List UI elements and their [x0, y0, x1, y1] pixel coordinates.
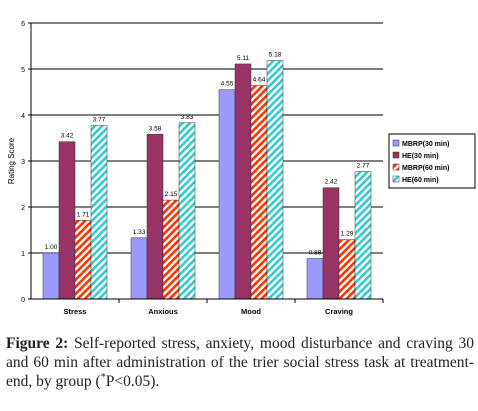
bar — [338, 239, 356, 300]
caption-text: Self-reported stress, anxiety, mood dist… — [6, 335, 474, 390]
bar — [90, 125, 108, 300]
y-tick-label: 5 — [21, 67, 25, 74]
y-tick-label: 1 — [21, 251, 25, 258]
bar-chart: 1.00 3.42 1.71 3.77 1.33 3.58 2.15 3.83 4.55 5.11… — [7, 21, 476, 316]
y-axis-label: Rating Score — [7, 137, 16, 184]
data-label: 2.42 — [325, 179, 338, 186]
y-tick-label: 6 — [21, 21, 25, 28]
data-label: 1.71 — [77, 211, 90, 218]
x-tick-label: Craving — [325, 307, 353, 316]
data-label: 4.64 — [253, 77, 266, 84]
data-label: 2.15 — [165, 191, 178, 198]
legend-swatch — [392, 163, 400, 171]
bar — [178, 122, 196, 300]
data-label: 0.88 — [309, 250, 322, 257]
data-label: 1.00 — [45, 244, 58, 251]
data-label: 3.77 — [93, 117, 106, 124]
bar — [162, 199, 180, 300]
caption-label: Figure 2: — [6, 335, 69, 352]
y-tick-label: 3 — [21, 159, 25, 166]
y-tick-label: 0 — [21, 297, 25, 304]
data-label: 3.42 — [61, 133, 74, 140]
figure-caption: Figure 2: Self-reported stress, anxiety,… — [6, 334, 474, 391]
x-tick-label: Mood — [241, 307, 261, 316]
data-label: 2.77 — [357, 163, 370, 170]
legend-box — [388, 133, 476, 189]
bar — [42, 252, 60, 300]
data-label: 5.18 — [269, 52, 282, 59]
data-label: 3.58 — [149, 125, 162, 132]
data-label: 5.11 — [237, 55, 250, 62]
legend-label: HE(30 min) — [402, 153, 439, 160]
bar — [250, 85, 268, 300]
bar — [234, 63, 252, 300]
data-label: 1.33 — [133, 229, 146, 236]
data-label: 3.83 — [181, 114, 194, 121]
bar — [354, 171, 372, 300]
x-tick-label: Anxious — [148, 307, 178, 316]
bar — [266, 60, 284, 300]
caption-text-end: P<0.05). — [105, 373, 160, 390]
bar — [218, 89, 236, 300]
bar — [306, 258, 324, 300]
bar — [130, 237, 148, 300]
caption-sup: * — [100, 371, 106, 383]
y-tick-label: 4 — [21, 113, 25, 120]
x-tick-label: Stress — [64, 307, 87, 316]
legend-label: MBRP(30 min) — [402, 141, 449, 148]
data-label: 4.55 — [221, 81, 234, 88]
bar — [58, 141, 76, 300]
data-label: 1.29 — [341, 231, 354, 238]
bar — [322, 187, 340, 300]
bar — [146, 134, 164, 300]
y-tick-label: 2 — [21, 205, 25, 212]
legend-label: HE(60 min) — [402, 177, 439, 184]
bar — [74, 220, 92, 300]
legend-swatch — [392, 175, 400, 183]
legend-swatch — [392, 139, 400, 147]
legend-label: MBRP(60 min) — [402, 165, 449, 172]
legend-swatch — [392, 151, 400, 159]
